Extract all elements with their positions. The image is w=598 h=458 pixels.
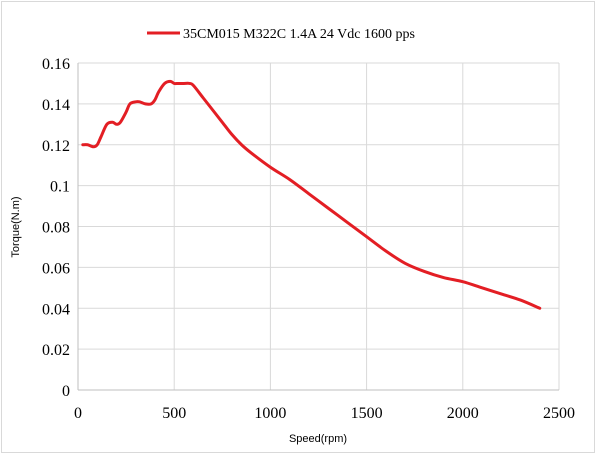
x-tick-label: 1500 (351, 405, 383, 422)
y-tick-label: 0.1 (50, 179, 70, 196)
tick-label-layer: 0 0.02 0.04 0.06 0.08 0.1 0.12 0.14 0.16 0 500 1000… (42, 56, 575, 422)
y-axis-title: Torque(N.m) (10, 196, 22, 257)
y-tick-label: 0.12 (42, 138, 70, 155)
series-layer (81, 79, 542, 310)
x-tick-label: 2000 (447, 405, 479, 422)
x-tick-label: 2500 (543, 405, 575, 422)
x-tick-label: 500 (162, 405, 186, 422)
y-tick-label: 0.02 (42, 342, 70, 359)
series-line (81, 79, 542, 310)
y-tick-label: 0.16 (42, 56, 70, 73)
y-tick-label: 0 (62, 383, 70, 400)
y-tick-label: 0.14 (42, 97, 70, 114)
legend: 35CM015 M322C 1.4A 24 Vdc 1600 pps (147, 27, 415, 42)
x-tick-label: 1000 (254, 405, 286, 422)
x-axis-title: Speed(rpm) (289, 433, 347, 445)
y-tick-label: 0.08 (42, 220, 70, 237)
grid-layer (78, 62, 560, 390)
axis-layer (77, 63, 559, 391)
y-tick-label: 0.04 (42, 301, 70, 318)
x-tick-label: 0 (74, 405, 82, 422)
legend-label: 35CM015 M322C 1.4A 24 Vdc 1600 pps (183, 27, 415, 42)
y-tick-label: 0.06 (42, 260, 70, 277)
